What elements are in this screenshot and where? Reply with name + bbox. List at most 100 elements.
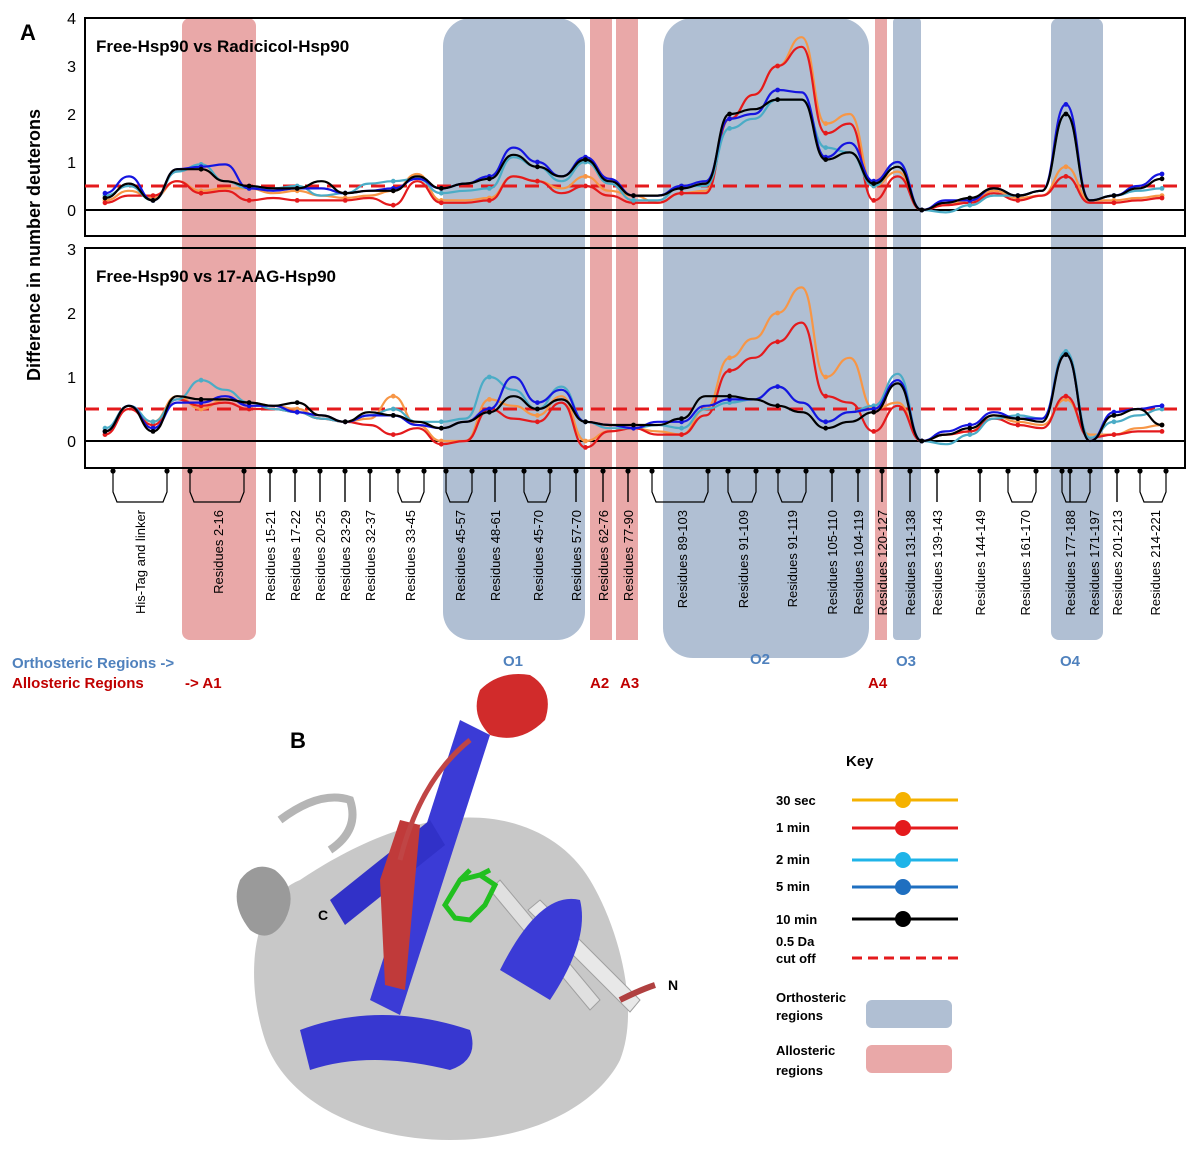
structure-red-loop xyxy=(397,738,472,861)
data-point xyxy=(1063,174,1069,179)
legend-label-2min: 2 min xyxy=(776,852,810,867)
data-point xyxy=(775,97,781,102)
data-point xyxy=(823,393,829,399)
data-point xyxy=(1063,393,1069,399)
data-point xyxy=(1015,422,1021,428)
data-point xyxy=(150,419,156,425)
data-point xyxy=(919,438,925,444)
residue-label: Residues 161-170 xyxy=(1018,510,1033,616)
residue-marker xyxy=(934,468,940,474)
residue-label: Residues 32-37 xyxy=(363,510,378,601)
legend-label-cutoff-2: cut off xyxy=(776,951,816,966)
residue-marker xyxy=(705,468,711,474)
legend-label-1min: 1 min xyxy=(776,820,810,835)
residue-marker xyxy=(1059,468,1065,474)
residue-marker xyxy=(241,468,247,474)
data-point xyxy=(727,393,732,399)
data-point xyxy=(1063,111,1069,117)
data-point xyxy=(823,419,829,425)
orthosteric-regions-label: Orthosteric Regions -> xyxy=(12,655,174,672)
residue-bracket xyxy=(1139,472,1167,503)
data-point xyxy=(438,186,444,191)
structure-gray-loop xyxy=(277,793,357,854)
data-point xyxy=(1015,193,1021,199)
residue-label: Residues 33-45 xyxy=(403,510,418,601)
data-point xyxy=(438,441,444,447)
region-label-a4: A4 xyxy=(868,675,888,692)
data-point xyxy=(438,200,444,206)
data-point xyxy=(535,164,540,170)
data-point xyxy=(871,198,877,203)
allosteric-band-a2 xyxy=(590,18,612,640)
residue-marker xyxy=(521,468,527,474)
legend-label-5min: 5 min xyxy=(776,879,810,894)
y-tick-label: 0 xyxy=(67,434,76,451)
data-point xyxy=(535,413,540,418)
residue-label: Residues 214-221 xyxy=(1148,510,1163,616)
axes: 0 1 2 3 4 0 1 2 3 xyxy=(67,11,1185,451)
data-point xyxy=(919,207,925,213)
data-point xyxy=(1111,413,1117,418)
data-point xyxy=(679,416,684,421)
data-point xyxy=(823,157,829,163)
residue-marker xyxy=(1067,468,1073,474)
region-label-a2: A2 xyxy=(590,675,609,692)
data-point xyxy=(871,409,877,415)
y-tick-label: 3 xyxy=(67,59,76,76)
data-point xyxy=(871,181,877,187)
structure-blue-helix-4 xyxy=(500,898,582,1000)
legend-marker-2min xyxy=(895,852,911,868)
residue-label: Residues 131-138 xyxy=(903,510,918,616)
data-point xyxy=(486,176,492,182)
residue-label: Residues 177-188 xyxy=(1063,510,1078,616)
series-line-10-min xyxy=(104,353,1163,443)
y-tick-label: 0 xyxy=(67,203,76,220)
data-point xyxy=(583,157,588,163)
data-point xyxy=(1159,429,1165,434)
legend-label-10min: 10 min xyxy=(776,912,817,927)
data-point xyxy=(823,121,829,126)
data-point xyxy=(486,397,492,402)
residue-marker xyxy=(469,468,475,474)
data-point xyxy=(727,116,732,122)
data-point xyxy=(583,174,588,179)
data-point xyxy=(1015,198,1021,203)
data-point xyxy=(631,198,636,203)
data-point xyxy=(1063,164,1069,170)
data-point xyxy=(679,432,684,437)
allosteric-band-a1 xyxy=(182,18,256,640)
residue-bracket xyxy=(523,472,551,503)
y-axis-label: Difference in number deuterons xyxy=(24,109,44,381)
data-point xyxy=(775,339,781,345)
legend-swatch-orthosteric xyxy=(866,1000,952,1028)
residue-marker xyxy=(855,468,861,474)
residue-label: Residues 57-70 xyxy=(569,510,584,601)
residue-label: Residues 77-90 xyxy=(621,510,636,601)
data-point xyxy=(102,190,108,196)
residue-marker xyxy=(1137,468,1143,474)
residue-marker xyxy=(1033,468,1039,474)
legend-label-allo-1: Allosteric xyxy=(776,1043,835,1058)
panel-label-a: A xyxy=(20,20,36,45)
data-point xyxy=(390,406,396,412)
residue-bracket xyxy=(189,472,245,503)
residue-label: Residues 139-143 xyxy=(930,510,945,616)
residue-bracket xyxy=(445,472,473,503)
legend-marker-5min xyxy=(895,879,911,895)
structure-n-term-loop xyxy=(618,982,656,1003)
y-tick-label: 1 xyxy=(67,370,76,387)
data-point xyxy=(967,202,973,208)
data-point xyxy=(775,63,781,69)
residue-marker xyxy=(649,468,655,474)
data-point xyxy=(150,193,156,199)
n-terminus-label: N xyxy=(668,977,678,993)
residue-marker xyxy=(725,468,731,474)
data-point xyxy=(390,432,396,437)
data-point xyxy=(583,438,588,444)
data-lines xyxy=(85,36,1185,450)
panel-top-frame xyxy=(84,17,1186,237)
legend-marker-1min xyxy=(895,820,911,836)
data-point xyxy=(727,111,732,117)
data-point xyxy=(198,397,204,402)
